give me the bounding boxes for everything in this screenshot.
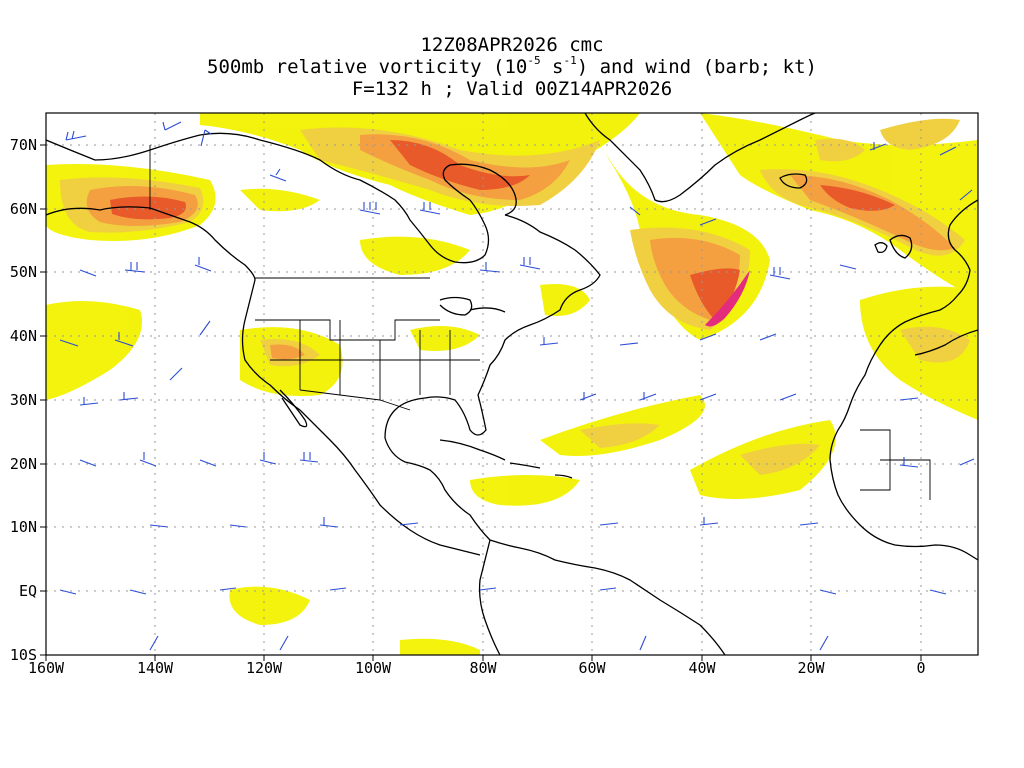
chart-title: 12Z08APR2026 cmc 500mb relative vorticit… (0, 34, 1024, 100)
lat-label-eq: EQ (19, 582, 37, 600)
lat-label-10s: 10S (10, 646, 37, 664)
lat-label-60n: 60N (10, 200, 37, 218)
title-line-2-post: ) and wind (barb; kt) (576, 56, 817, 78)
lon-label-140w: 140W (137, 659, 174, 677)
vorticity-contours (46, 113, 978, 655)
wind-barbs (59, 121, 975, 651)
title-line-2: 500mb relative vorticity (10-5 s-1) and … (0, 54, 1024, 78)
lon-label-0: 0 (916, 659, 925, 677)
title-line-2-mid: s (540, 56, 564, 78)
lat-label-70n: 70N (10, 136, 37, 154)
lon-label-160w: 160W (28, 659, 65, 677)
longitude-labels: 160W 140W 120W 100W 80W 60W 40W 20W 0 (28, 659, 926, 677)
lat-label-20n: 20N (10, 455, 37, 473)
latitude-labels: 70N 60N 50N 40N 30N 20N 10N EQ 10S (10, 136, 37, 664)
coastlines (46, 113, 978, 655)
political-borders (149, 145, 931, 500)
lon-label-20w: 20W (797, 659, 825, 677)
lat-label-40n: 40N (10, 327, 37, 345)
plot-frame (45, 112, 979, 656)
title-exp-1: -5 (527, 54, 541, 67)
lon-label-100w: 100W (355, 659, 392, 677)
title-line-1: 12Z08APR2026 cmc (420, 34, 604, 56)
lon-label-40w: 40W (688, 659, 716, 677)
axis-ticks (40, 144, 922, 661)
lon-label-60w: 60W (578, 659, 606, 677)
lat-label-50n: 50N (10, 263, 37, 281)
lon-label-120w: 120W (246, 659, 283, 677)
title-exp-2: -1 (563, 54, 577, 67)
lat-label-30n: 30N (10, 391, 37, 409)
title-line-2-pre: 500mb relative vorticity (10 (207, 56, 528, 78)
graticule (46, 113, 978, 655)
title-line-3: F=132 h ; Valid 00Z14APR2026 (351, 78, 673, 100)
lon-label-80w: 80W (469, 659, 497, 677)
lat-label-10n: 10N (10, 518, 37, 536)
